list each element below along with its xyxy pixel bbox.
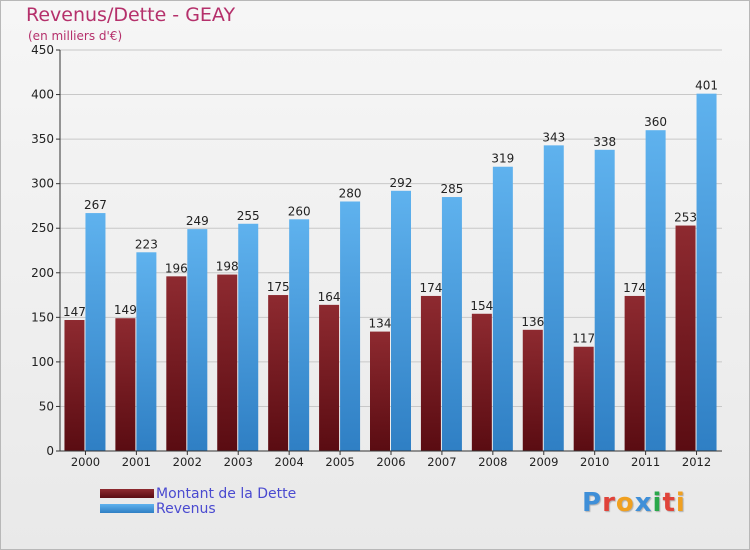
logo-letter: r — [602, 488, 616, 518]
bar-dette — [675, 225, 696, 451]
legend-item-dette: Montant de la Dette — [100, 485, 297, 502]
data-label-revenus: 292 — [390, 176, 413, 190]
data-label-dette: 117 — [572, 332, 595, 346]
logo-letter: P — [582, 488, 603, 518]
x-tick-label: 2001 — [122, 455, 151, 469]
x-tick-label: 2004 — [275, 455, 304, 469]
y-tick-label: 50 — [39, 399, 54, 413]
x-tick-label: 2012 — [682, 455, 711, 469]
x-tick-label: 2000 — [71, 455, 100, 469]
data-label-dette: 198 — [216, 260, 239, 274]
legend-item-revenus: Revenus — [100, 500, 296, 517]
bar-dette — [217, 274, 238, 451]
data-label-dette: 134 — [369, 317, 392, 331]
legend-swatch-dette — [100, 489, 154, 498]
axes: 0 50 100 150 200 250 300 350 400 450 2000 2001 2002 2… — [31, 43, 722, 469]
legend-swatch-revenus — [100, 504, 154, 513]
y-tick-label: 250 — [31, 221, 54, 235]
bar-revenus — [492, 166, 513, 452]
bar-dette — [64, 320, 85, 451]
x-tick-label: 2011 — [631, 455, 660, 469]
data-label-revenus: 267 — [84, 198, 107, 212]
bar-revenus — [441, 197, 462, 451]
y-tick-label: 150 — [31, 310, 54, 324]
bar-dette — [522, 329, 543, 451]
x-tick-label: 2006 — [376, 455, 405, 469]
chart-subtitle: (en milliers d'€) — [28, 29, 123, 43]
legend-label-dette: Montant de la Dette — [156, 485, 297, 502]
data-label-revenus: 260 — [288, 204, 311, 218]
x-tick-label: 2007 — [427, 455, 456, 469]
x-tick-label: 2009 — [529, 455, 558, 469]
legend: Montant de la Dette Revenus — [100, 485, 297, 517]
bar-revenus — [594, 149, 615, 451]
y-tick-label: 450 — [31, 43, 54, 57]
logo-letter: x — [634, 488, 653, 518]
bar-dette — [268, 295, 289, 451]
bar-revenus — [187, 229, 208, 451]
logo-letter: t — [662, 488, 676, 518]
y-tick-label: 350 — [31, 132, 54, 146]
bar-dette — [624, 295, 645, 451]
data-label-dette: 174 — [419, 281, 442, 295]
bars — [64, 93, 717, 452]
data-label-revenus: 319 — [491, 152, 514, 166]
y-tick-label: 400 — [31, 88, 54, 102]
data-label-dette: 164 — [318, 290, 341, 304]
bar-dette — [471, 313, 492, 451]
data-label-revenus: 401 — [695, 79, 718, 93]
y-tick-label: 0 — [46, 444, 54, 458]
data-label-dette: 154 — [470, 299, 493, 313]
logo-letter: o — [615, 488, 635, 518]
bar-dette — [573, 346, 594, 451]
y-tick-label: 300 — [31, 177, 54, 191]
y-tick-label: 200 — [31, 266, 54, 280]
bar-dette — [166, 276, 187, 451]
data-label-dette: 196 — [165, 261, 188, 275]
logo-letter: i — [675, 488, 686, 518]
bar-dette — [319, 304, 340, 451]
data-label-revenus: 249 — [186, 214, 209, 228]
data-label-revenus: 255 — [237, 209, 260, 223]
data-label-revenus: 360 — [644, 115, 667, 129]
data-label-dette: 147 — [63, 305, 86, 319]
data-label-revenus: 280 — [339, 186, 362, 200]
x-tick-label: 2010 — [580, 455, 609, 469]
proxiti-logo: Proxiti — [582, 488, 686, 518]
bar-revenus — [645, 130, 666, 451]
data-label-dette: 136 — [521, 315, 544, 329]
x-tick-label: 2008 — [478, 455, 507, 469]
bar-revenus — [289, 219, 310, 451]
y-tick-label: 100 — [31, 355, 54, 369]
x-tick-label: 2005 — [325, 455, 354, 469]
chart-title: Revenus/Dette - GEAY — [26, 4, 236, 26]
x-tick-label: 2003 — [224, 455, 253, 469]
data-label-dette: 175 — [267, 280, 290, 294]
bar-revenus — [696, 93, 717, 452]
x-tick-label: 2002 — [173, 455, 202, 469]
bar-dette — [420, 295, 441, 451]
logo-letter: i — [652, 488, 663, 518]
data-label-revenus: 223 — [135, 237, 158, 251]
bar-revenus — [85, 213, 106, 451]
bar-revenus — [238, 223, 259, 451]
data-label-revenus: 343 — [542, 130, 565, 144]
bar-dette — [370, 331, 390, 451]
data-labels: 147 267 149 223 196 249 198 255 175 260 164 280 134 2… — [63, 79, 718, 346]
data-label-revenus: 338 — [593, 135, 616, 149]
bar-dette — [115, 318, 136, 451]
data-label-dette: 253 — [674, 211, 697, 225]
data-label-revenus: 285 — [440, 182, 463, 196]
data-label-dette: 174 — [623, 281, 646, 295]
bar-revenus — [340, 201, 361, 451]
legend-label-revenus: Revenus — [156, 500, 216, 517]
bar-revenus — [136, 252, 157, 451]
bar-revenus — [391, 190, 411, 451]
bar-revenus — [543, 145, 564, 452]
data-label-dette: 149 — [114, 303, 137, 317]
